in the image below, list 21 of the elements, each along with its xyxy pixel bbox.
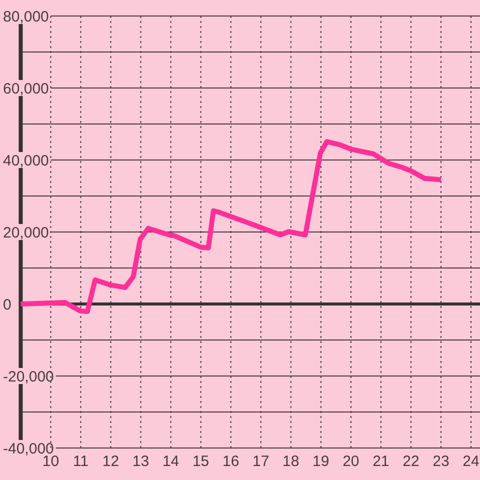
x-tick-label: 17 [252,453,270,470]
x-tick-label: 13 [132,453,150,470]
x-tick-label: 14 [162,453,180,470]
x-tick-label: 15 [192,453,210,470]
x-tick-label: 19 [312,453,330,470]
x-tick-label: 20 [342,453,360,470]
x-tick-label: 11 [72,453,89,470]
y-tick-label: 80,000 [3,8,49,26]
x-tick-label: 18 [282,453,300,470]
y-tick-label: 20,000 [3,224,49,242]
y-tick-label: 60,000 [3,80,49,98]
x-tick-label: 12 [102,453,120,470]
x-tick-label: 21 [372,453,390,470]
y-tick-label: -20,000 [3,368,54,386]
x-tick-label: 16 [222,453,240,470]
y-tick-label: 0 [3,296,12,314]
x-tick-label: 24 [462,453,480,470]
y-tick-label: 40,000 [3,152,49,170]
x-tick-label: 22 [402,453,420,470]
x-tick-label: 23 [432,453,450,470]
x-tick-label: 10 [42,453,60,470]
